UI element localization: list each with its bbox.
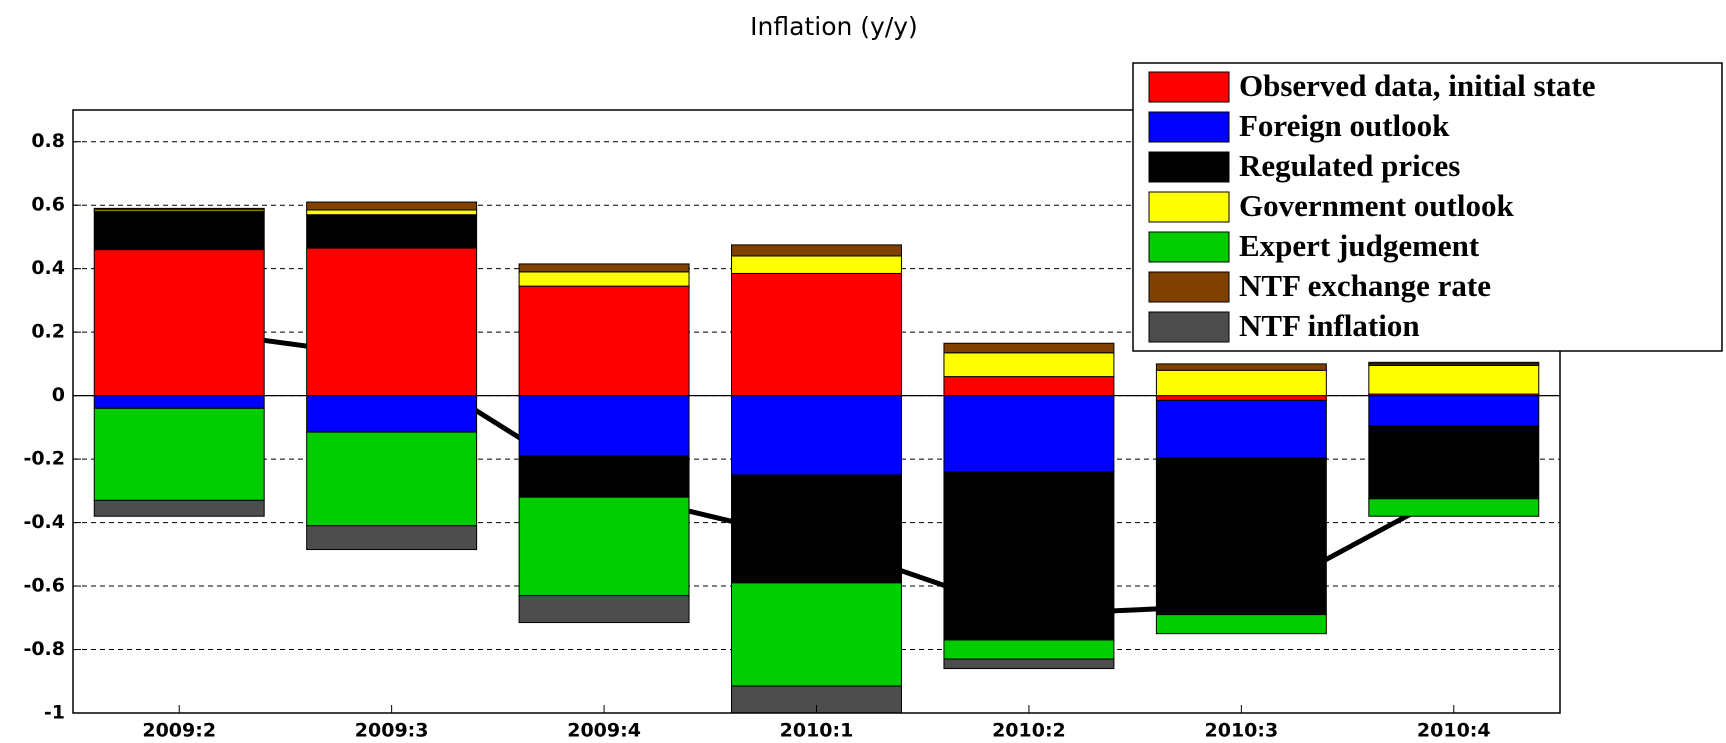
bar-segment xyxy=(731,244,902,257)
y-tick-label: -1 xyxy=(44,702,65,724)
y-tick-label: 0 xyxy=(52,384,65,406)
bar-segment xyxy=(1368,425,1540,500)
bar-segment xyxy=(306,214,478,249)
bar-segment xyxy=(943,342,1115,354)
y-tick-label: 0.2 xyxy=(31,321,65,343)
y-tick-label: -0.8 xyxy=(23,638,65,660)
bar-segment xyxy=(518,595,690,624)
bar-segment xyxy=(1368,361,1540,365)
y-tick-label: -0.4 xyxy=(23,511,65,533)
legend-label: NTF exchange rate xyxy=(1239,268,1491,303)
legend-swatch xyxy=(1148,231,1230,263)
bar-segment xyxy=(306,247,478,397)
bar-segment xyxy=(731,474,902,584)
y-tick-label: -0.6 xyxy=(23,575,65,597)
plot-frame xyxy=(72,109,1561,714)
legend-label: Expert judgement xyxy=(1239,228,1480,263)
legend-swatch xyxy=(1148,151,1230,183)
bar-segment xyxy=(93,395,265,409)
y-tick-label: -0.2 xyxy=(23,448,65,470)
bar-segment xyxy=(1155,363,1327,371)
bar-segment xyxy=(306,525,478,551)
legend-swatch xyxy=(1148,311,1230,343)
x-tick-label: 2010:3 xyxy=(1205,720,1279,742)
legend-swatch xyxy=(1148,271,1230,303)
bar-segment xyxy=(943,658,1115,670)
legend-swatch xyxy=(1148,191,1230,223)
legend-swatch xyxy=(1148,111,1230,143)
bar-segment xyxy=(93,407,265,501)
legend-label: Government outlook xyxy=(1239,188,1514,223)
x-tick-label: 2010:1 xyxy=(780,720,854,742)
bar-segment xyxy=(518,455,690,498)
bar-segment xyxy=(306,395,478,433)
bar-segment xyxy=(93,499,265,517)
bar-segment xyxy=(1155,369,1327,397)
bar-segment xyxy=(93,249,265,397)
bar-segment xyxy=(93,211,265,251)
y-tick-label: 0.6 xyxy=(31,194,65,216)
bar-segment xyxy=(1155,457,1327,616)
bar-segment xyxy=(306,201,478,211)
bar-segment xyxy=(943,376,1115,397)
legend-label: Foreign outlook xyxy=(1239,108,1450,143)
bar-segment xyxy=(518,271,690,287)
bar-segment xyxy=(1155,614,1327,635)
bar-segment xyxy=(731,395,902,476)
bar-segment xyxy=(1368,395,1540,427)
bar-segment xyxy=(943,395,1115,473)
bar-segment xyxy=(731,272,902,397)
bar-segment xyxy=(1155,399,1327,459)
legend-label: NTF inflation xyxy=(1239,308,1420,343)
x-tick-label: 2009:4 xyxy=(567,720,641,742)
bar-segment xyxy=(943,639,1115,660)
x-tick-label: 2009:3 xyxy=(355,720,429,742)
legend-label: Regulated prices xyxy=(1239,148,1460,183)
bar-segment xyxy=(518,395,690,457)
bar-segment xyxy=(731,255,902,274)
chart-title: Inflation (y/y) xyxy=(750,12,918,41)
bar-segment xyxy=(518,285,690,397)
bar-segment xyxy=(518,263,690,273)
bar-segment xyxy=(1368,364,1540,395)
legend-box xyxy=(1132,62,1723,352)
x-tick-label: 2009:2 xyxy=(142,720,216,742)
legend-label: Observed data, initial state xyxy=(1239,68,1596,103)
bar-segment xyxy=(306,209,478,216)
bar-segment xyxy=(306,431,478,527)
bar-segment xyxy=(731,582,902,687)
bar-segment xyxy=(1368,498,1540,517)
x-tick-label: 2010:2 xyxy=(992,720,1066,742)
bar-segment xyxy=(1155,395,1327,401)
bar-segment xyxy=(943,352,1115,378)
bar-segment xyxy=(518,496,690,597)
bar-segment xyxy=(943,471,1115,641)
y-tick-label: 0.8 xyxy=(31,130,65,152)
x-tick-label: 2010:4 xyxy=(1417,720,1491,742)
y-tick-label: 0.4 xyxy=(31,257,65,279)
bar-segment xyxy=(93,207,265,211)
legend-swatch xyxy=(1148,71,1230,103)
